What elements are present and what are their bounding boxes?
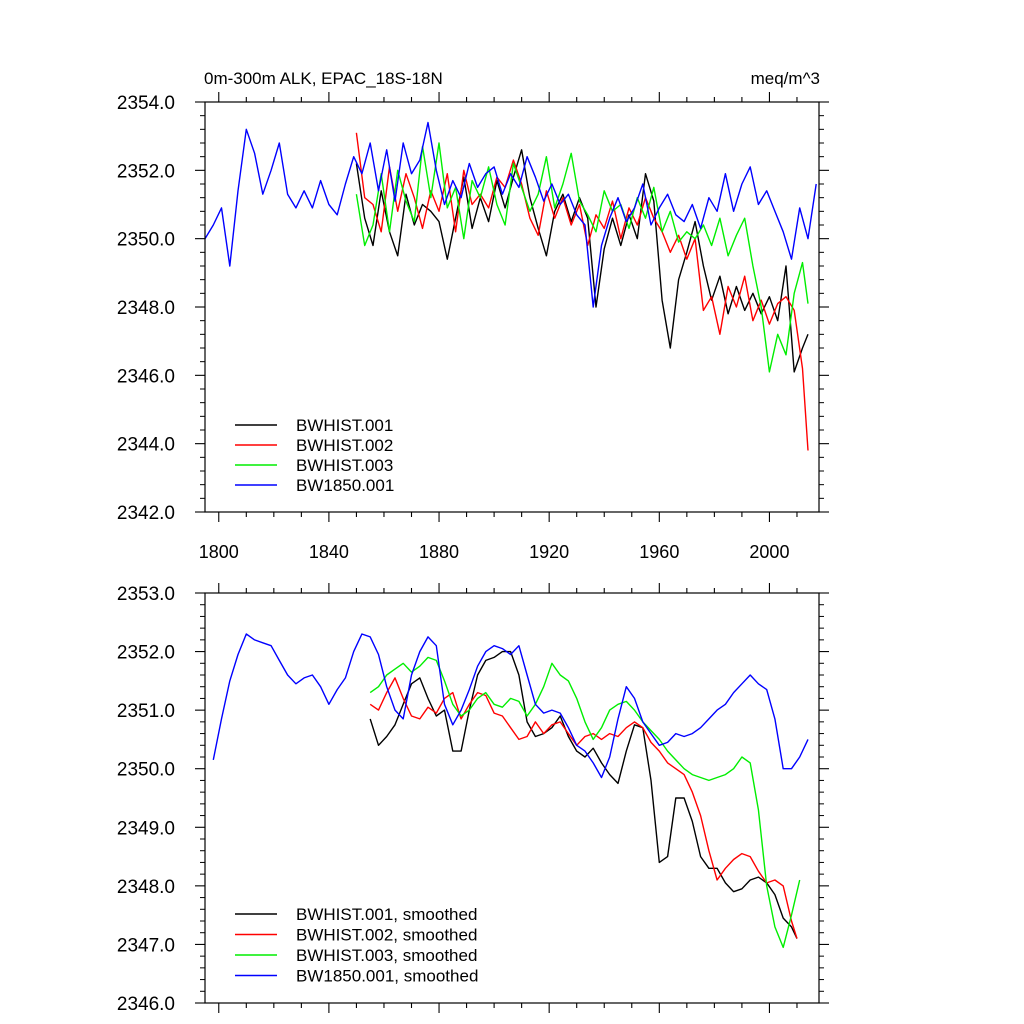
y-tick-label: 2353.0: [117, 584, 175, 605]
y-tick-label: 2348.0: [117, 877, 175, 898]
legend-label: BWHIST.001, smoothed: [296, 905, 477, 924]
y-tick-label: 2352.0: [117, 161, 175, 182]
top-panel-title: 0m-300m ALK, EPAC_18S-18N: [204, 69, 443, 88]
y-tick-label: 2346.0: [117, 994, 175, 1015]
series-line-1: [355, 132, 809, 451]
legend-label: BWHIST.003: [296, 456, 393, 475]
series-line-1: [369, 677, 798, 939]
x-tick-label: 1840: [309, 542, 349, 562]
y-tick-label: 2350.0: [117, 760, 175, 781]
series-line-2: [369, 656, 801, 949]
y-tick-label: 2342.0: [117, 503, 175, 524]
top-panel-series: [204, 121, 817, 451]
x-tick-label: 1920: [529, 542, 569, 562]
x-tick-label: 1960: [639, 542, 679, 562]
y-tick-label: 2348.0: [117, 298, 175, 319]
top-panel-units: meq/m^3: [751, 69, 820, 88]
y-tick-label: 2351.0: [117, 701, 175, 722]
series-line-3: [204, 121, 817, 308]
series-line-0: [355, 149, 809, 373]
y-tick-label: 2347.0: [117, 935, 175, 956]
x-tick-label: 1880: [419, 542, 459, 562]
bottom-panel-ticks: 2346.0 2347.0 2348.0 2349.0 2350.0 2351.0 2352…: [117, 583, 829, 1015]
y-tick-label: 2354.0: [117, 93, 175, 114]
x-tick-label: 1800: [199, 542, 239, 562]
legend-label: BWHIST.002, smoothed: [296, 926, 477, 945]
y-tick-label: 2349.0: [117, 818, 175, 839]
top-panel: 0m-300m ALK, EPAC_18S-18N meq/m^3 1800 18…: [117, 69, 829, 562]
y-tick-label: 2350.0: [117, 230, 175, 251]
y-tick-label: 2346.0: [117, 366, 175, 387]
legend-label: BWHIST.001: [296, 416, 393, 435]
legend-label: BW1850.001: [296, 476, 394, 495]
legend-label: BWHIST.002: [296, 436, 393, 455]
bottom-panel-frame: [204, 592, 820, 1004]
series-line-3: [212, 633, 809, 779]
bottom-panel: 2346.0 2347.0 2348.0 2349.0 2350.0 2351.0 2352…: [117, 583, 829, 1015]
series-line-2: [355, 142, 809, 373]
legend-label: BW1850.001, smoothed: [296, 967, 478, 986]
x-tick-label: 2000: [749, 542, 789, 562]
legend-label: BWHIST.003, smoothed: [296, 946, 477, 965]
top-panel-frame: [204, 101, 820, 513]
bottom-panel-legend: BWHIST.001, smoothed BWHIST.002, smoothed…: [235, 905, 478, 986]
top-panel-ticks: 1800 1840 1880 1920 1960 2000 2342.0 2344.0 2346…: [117, 92, 829, 562]
series-line-0: [369, 650, 798, 939]
y-tick-label: 2352.0: [117, 643, 175, 664]
bottom-panel-series: [212, 633, 809, 949]
y-tick-label: 2344.0: [117, 435, 175, 456]
